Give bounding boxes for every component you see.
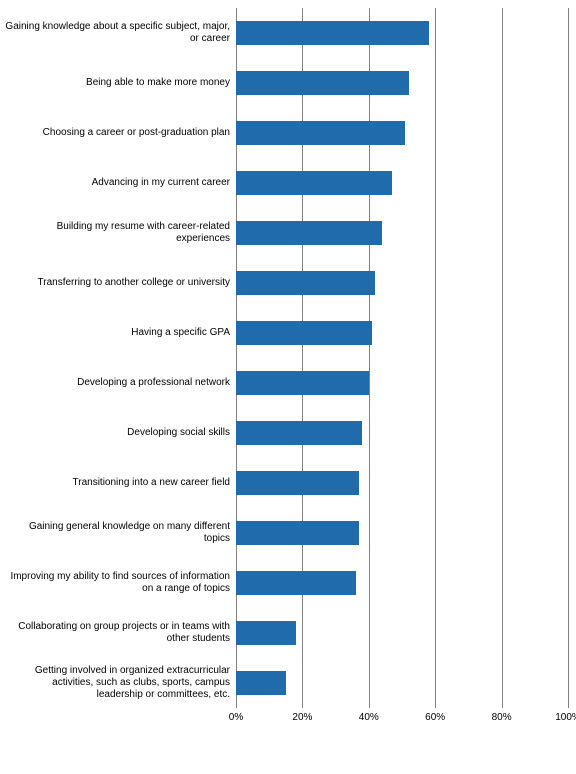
category-label: Developing a professional network xyxy=(4,377,236,389)
category-label: Gaining general knowledge on many differ… xyxy=(4,521,236,545)
bar-area xyxy=(236,58,568,108)
bar-area xyxy=(236,458,568,508)
bar-area xyxy=(236,108,568,158)
bar xyxy=(236,271,375,295)
chart-row: Developing social skills xyxy=(4,408,568,458)
bar xyxy=(236,371,369,395)
x-tick-label: 80% xyxy=(492,712,512,723)
bar xyxy=(236,221,382,245)
category-label: Transferring to another college or unive… xyxy=(4,277,236,289)
bar-area xyxy=(236,658,568,708)
x-tick-label: 0% xyxy=(229,712,243,723)
category-label: Being able to make more money xyxy=(4,77,236,89)
chart-row: Transferring to another college or unive… xyxy=(4,258,568,308)
chart-row: Improving my ability to find sources of … xyxy=(4,558,568,608)
bar-area xyxy=(236,508,568,558)
bar-area xyxy=(236,358,568,408)
chart-row: Getting involved in organized extracurri… xyxy=(4,658,568,708)
category-label: Improving my ability to find sources of … xyxy=(4,571,236,595)
bar xyxy=(236,321,372,345)
x-tick-label: 100% xyxy=(555,712,576,723)
chart-row: Collaborating on group projects or in te… xyxy=(4,608,568,658)
bar-area xyxy=(236,408,568,458)
x-axis: 0%20%40%60%80%100% xyxy=(236,708,568,732)
category-label: Getting involved in organized extracurri… xyxy=(4,665,236,701)
category-label: Choosing a career or post-graduation pla… xyxy=(4,127,236,139)
bar-area xyxy=(236,308,568,358)
category-label: Gaining knowledge about a specific subje… xyxy=(4,21,236,45)
bar-area xyxy=(236,158,568,208)
bar xyxy=(236,421,362,445)
chart-row: Developing a professional network xyxy=(4,358,568,408)
bar-area xyxy=(236,8,568,58)
bar xyxy=(236,471,359,495)
chart-row: Building my resume with career-related e… xyxy=(4,208,568,258)
bar xyxy=(236,171,392,195)
category-label: Developing social skills xyxy=(4,427,236,439)
category-label: Transitioning into a new career field xyxy=(4,477,236,489)
bar xyxy=(236,71,409,95)
bar-area xyxy=(236,608,568,658)
x-tick-label: 20% xyxy=(292,712,312,723)
bar-area xyxy=(236,258,568,308)
bar xyxy=(236,121,405,145)
bar xyxy=(236,621,296,645)
bar xyxy=(236,521,359,545)
chart-row: Having a specific GPA xyxy=(4,308,568,358)
chart-row: Choosing a career or post-graduation pla… xyxy=(4,108,568,158)
bar xyxy=(236,21,429,45)
chart-row: Advancing in my current career xyxy=(4,158,568,208)
gridline xyxy=(568,8,569,708)
category-label: Advancing in my current career xyxy=(4,177,236,189)
category-label: Building my resume with career-related e… xyxy=(4,221,236,245)
bar xyxy=(236,571,356,595)
category-label: Collaborating on group projects or in te… xyxy=(4,621,236,645)
x-tick-label: 60% xyxy=(425,712,445,723)
x-tick-label: 40% xyxy=(359,712,379,723)
chart-row: Gaining knowledge about a specific subje… xyxy=(4,8,568,58)
horizontal-bar-chart: Gaining knowledge about a specific subje… xyxy=(4,8,568,732)
bar xyxy=(236,671,286,695)
chart-row: Being able to make more money xyxy=(4,58,568,108)
category-label: Having a specific GPA xyxy=(4,327,236,339)
bar-area xyxy=(236,558,568,608)
chart-row: Gaining general knowledge on many differ… xyxy=(4,508,568,558)
chart-row: Transitioning into a new career field xyxy=(4,458,568,508)
bar-area xyxy=(236,208,568,258)
